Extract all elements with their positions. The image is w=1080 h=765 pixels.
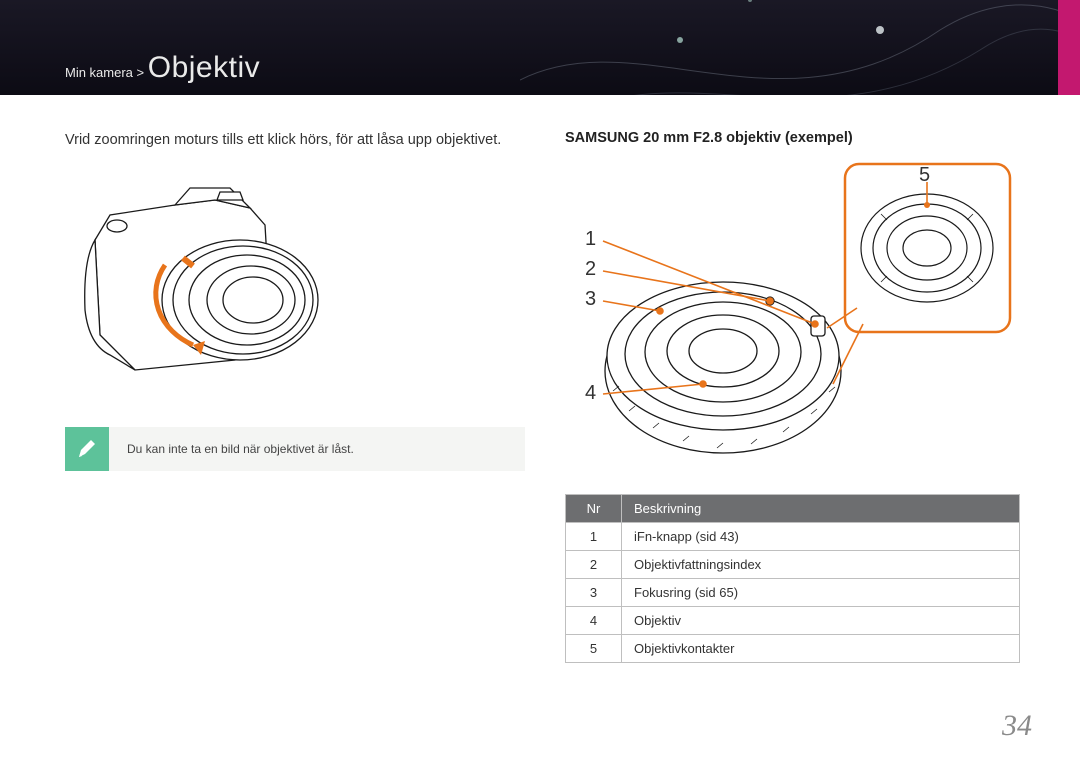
callout-3: 3 <box>585 288 596 311</box>
cell-desc: Objektiv <box>622 607 1020 635</box>
left-column: Vrid zoomringen moturs tills ett klick h… <box>65 130 525 663</box>
note-text: Du kan inte ta en bild när objektivet är… <box>109 442 354 456</box>
callout-2: 2 <box>585 258 596 281</box>
callout-1: 1 <box>585 228 596 251</box>
cell-nr: 2 <box>566 551 622 579</box>
pink-side-tab <box>1058 0 1080 95</box>
intro-text: Vrid zoomringen moturs tills ett klick h… <box>65 130 525 152</box>
header-decor-swirl <box>520 0 1080 95</box>
table-row: 2 Objektivfattningsindex <box>566 551 1020 579</box>
note-pen-icon <box>65 427 109 471</box>
table-row: 3 Fokusring (sid 65) <box>566 579 1020 607</box>
cell-nr: 3 <box>566 579 622 607</box>
parts-table: Nr Beskrivning 1 iFn-knapp (sid 43) 2 Ob… <box>565 494 1020 663</box>
cell-desc: Fokusring (sid 65) <box>622 579 1020 607</box>
th-desc: Beskrivning <box>622 495 1020 523</box>
cell-desc: iFn-knapp (sid 43) <box>622 523 1020 551</box>
breadcrumb-prefix: Min kamera > <box>65 65 144 80</box>
lens-diagram: 1 2 3 4 5 <box>565 156 1020 476</box>
breadcrumb: Min kamera > Objektiv <box>65 51 260 85</box>
page-number: 34 <box>1002 709 1032 743</box>
page-content: Vrid zoomringen moturs tills ett klick h… <box>0 95 1080 663</box>
table-row: 5 Objektivkontakter <box>566 635 1020 663</box>
section-title: SAMSUNG 20 mm F2.8 objektiv (exempel) <box>565 130 1020 146</box>
cell-nr: 5 <box>566 635 622 663</box>
page-header: Min kamera > Objektiv <box>0 0 1080 95</box>
note-box: Du kan inte ta en bild när objektivet är… <box>65 427 525 471</box>
cell-desc: Objektivkontakter <box>622 635 1020 663</box>
table-row: 1 iFn-knapp (sid 43) <box>566 523 1020 551</box>
th-nr: Nr <box>566 495 622 523</box>
camera-illustration <box>65 170 525 405</box>
cell-desc: Objektivfattningsindex <box>622 551 1020 579</box>
callout-4: 4 <box>585 382 596 405</box>
right-column: SAMSUNG 20 mm F2.8 objektiv (exempel) <box>565 130 1020 663</box>
callout-5: 5 <box>919 164 930 187</box>
page-title: Objektiv <box>148 51 260 84</box>
table-row: 4 Objektiv <box>566 607 1020 635</box>
cell-nr: 1 <box>566 523 622 551</box>
cell-nr: 4 <box>566 607 622 635</box>
